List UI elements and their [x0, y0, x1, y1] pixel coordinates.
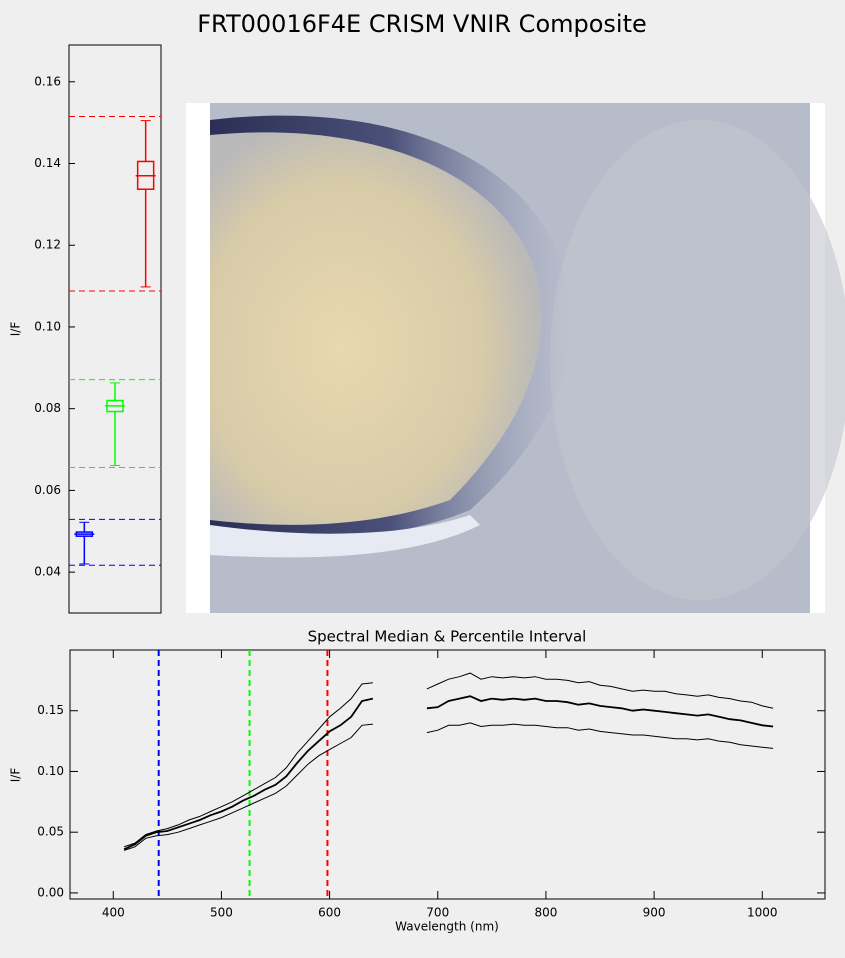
y-tick-label: 0.05	[37, 825, 64, 839]
composite-image	[186, 103, 845, 613]
series-line	[123, 722, 774, 851]
x-tick-label: 600	[318, 906, 341, 920]
plot-frame	[68, 44, 162, 614]
chart-title: Spectral Median & Percentile Interval	[308, 628, 587, 646]
y-tick-label: 0.14	[34, 156, 61, 170]
figure-title: FRT00016F4E CRISM VNIR Composite	[197, 10, 647, 38]
series-line	[123, 672, 774, 848]
y-tick-label: 0.00	[37, 885, 64, 899]
x-tick-label: 500	[210, 906, 233, 920]
y-axis-label: I/F	[9, 768, 23, 783]
y-tick-label: 0.10	[34, 319, 61, 333]
x-tick-label: 1000	[747, 906, 778, 920]
x-tick-label: 800	[534, 906, 557, 920]
series-line	[123, 695, 774, 851]
y-tick-label: 0.10	[37, 764, 64, 778]
y-tick-label: 0.12	[34, 238, 61, 252]
x-tick-label: 700	[426, 906, 449, 920]
y-tick-label: 0.06	[34, 483, 61, 497]
y-axis-label: I/F	[9, 322, 23, 337]
x-tick-label: 400	[102, 906, 125, 920]
box-plot: I/F 0.04 0.06 0.08 0.10 0.12 0.14 0.16	[9, 44, 162, 614]
y-tick-label: 0.04	[34, 565, 61, 579]
x-axis-label: Wavelength (nm)	[395, 920, 499, 934]
line-chart: Spectral Median & Percentile Interval Wa…	[9, 628, 826, 934]
y-tick-label: 0.16	[34, 74, 61, 88]
plot-frame	[69, 649, 826, 900]
x-tick-label: 900	[643, 906, 666, 920]
y-tick-label: 0.08	[34, 401, 61, 415]
y-tick-label: 0.15	[37, 703, 64, 717]
